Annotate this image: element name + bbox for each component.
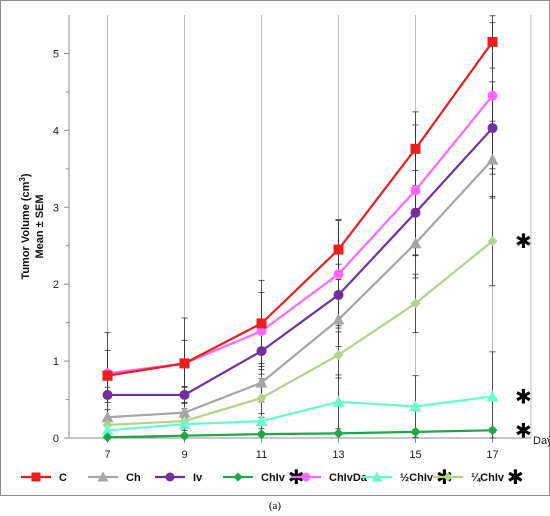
data-point-5-7 bbox=[101, 424, 114, 436]
legend-marker-3 bbox=[233, 472, 243, 482]
data-point-4-11 bbox=[256, 326, 267, 337]
y-axis-ticks: 0 1 2 3 4 5 bbox=[53, 48, 69, 445]
y-axis-title-sup: 3 bbox=[18, 177, 27, 182]
y-axis-title-suffix: ) bbox=[20, 173, 32, 177]
y-tick-label-0: 0 bbox=[53, 433, 59, 445]
asterisk-3: ✱ bbox=[515, 418, 532, 442]
data-point-0-17 bbox=[487, 36, 498, 47]
y-tick-label-2: 2 bbox=[53, 279, 59, 291]
series-line-6 bbox=[107, 240, 494, 427]
data-point-5-11 bbox=[255, 415, 268, 427]
y-axis-title: Tumor Volume (cm3)Mean ± SEM bbox=[18, 173, 47, 279]
data-point-5-13 bbox=[332, 395, 345, 407]
legend-marker-5 bbox=[371, 471, 383, 482]
legend-label-4: ChIvDa bbox=[329, 472, 368, 484]
data-point-1-7 bbox=[101, 411, 114, 423]
data-point-2-7 bbox=[102, 389, 113, 400]
x-axis-unit-label: Day bbox=[533, 435, 550, 447]
data-point-2-15 bbox=[410, 207, 421, 218]
series-line-1 bbox=[107, 158, 494, 419]
y-tick-label-4: 4 bbox=[53, 125, 59, 137]
data-point-2-9 bbox=[179, 389, 190, 400]
data-point-1-15 bbox=[409, 237, 422, 249]
series-line-4 bbox=[107, 95, 494, 375]
series-line-0 bbox=[107, 41, 494, 377]
asterisk-6: ✱ bbox=[515, 229, 532, 253]
y-axis-title-line2: Mean ± SEM bbox=[34, 194, 46, 258]
series-line-5 bbox=[107, 395, 493, 432]
legend-asterisk-6: ✱ bbox=[507, 465, 524, 489]
data-point-2-13 bbox=[333, 289, 344, 300]
legend-label-3: ChIv bbox=[261, 472, 286, 484]
data-point-3-9 bbox=[179, 430, 190, 441]
y-tick-label-1: 1 bbox=[53, 356, 59, 368]
legend-marker-6 bbox=[443, 472, 453, 482]
data-point-4-13 bbox=[333, 269, 344, 280]
legend-label-0: C bbox=[59, 472, 67, 484]
data-point-0-11 bbox=[256, 318, 267, 329]
significance-asterisks: ✱ ✱ ✱ bbox=[515, 229, 532, 442]
y-axis-title-prefix: Tumor Volume (cm bbox=[20, 181, 32, 279]
data-point-1-13 bbox=[332, 313, 345, 325]
data-point-4-15 bbox=[410, 185, 421, 196]
data-point-0-7 bbox=[102, 370, 113, 381]
asterisk-5: ✱ bbox=[515, 384, 532, 408]
data-point-0-13 bbox=[333, 244, 344, 255]
x-tick-label-17: 17 bbox=[486, 449, 498, 461]
legend-marker-2 bbox=[165, 472, 175, 482]
data-point-6-17 bbox=[487, 236, 498, 247]
data-point-6-13 bbox=[333, 349, 344, 360]
data-point-2-17 bbox=[487, 123, 498, 134]
legend-marker-1 bbox=[97, 471, 109, 482]
y-tick-label-3: 3 bbox=[53, 202, 59, 214]
data-point-5-9 bbox=[178, 418, 191, 430]
x-tick-label-9: 9 bbox=[181, 449, 187, 461]
data-point-3-13 bbox=[333, 428, 344, 439]
y-axis-title-line1: Tumor Volume (cm3) bbox=[18, 173, 33, 279]
data-point-3-11 bbox=[256, 429, 267, 440]
y-tick-label-5: 5 bbox=[53, 48, 59, 60]
data-point-6-11 bbox=[256, 393, 267, 404]
x-tick-label-15: 15 bbox=[409, 449, 421, 461]
data-point-3-7 bbox=[102, 432, 113, 443]
data-point-3-15 bbox=[410, 426, 421, 437]
data-point-1-9 bbox=[178, 406, 191, 418]
x-tick-label-11: 11 bbox=[256, 449, 267, 461]
data-point-0-15 bbox=[410, 143, 421, 154]
data-point-2-11 bbox=[256, 346, 267, 357]
figure-caption: (a) bbox=[268, 500, 282, 512]
legend-marker-4 bbox=[301, 472, 311, 482]
x-axis-ticks: 7 9 11 13 15 17 bbox=[104, 438, 499, 461]
legend-label-6: ¼ChIv bbox=[471, 472, 505, 484]
error-bars bbox=[104, 15, 496, 439]
legend-label-2: Iv bbox=[193, 472, 203, 484]
axes bbox=[68, 15, 531, 439]
series-lines bbox=[101, 36, 499, 443]
legend-label-5: ½ChIv bbox=[400, 472, 434, 484]
series-line-3 bbox=[107, 429, 493, 439]
data-point-6-15 bbox=[410, 298, 421, 309]
data-point-5-17 bbox=[486, 390, 499, 402]
data-point-1-11 bbox=[255, 376, 268, 388]
data-point-0-9 bbox=[179, 358, 190, 369]
data-point-1-17 bbox=[486, 153, 499, 165]
legend-label-1: Ch bbox=[126, 472, 141, 484]
legend-marker-0 bbox=[31, 472, 41, 482]
series-line-2 bbox=[107, 127, 494, 397]
x-tick-label-13: 13 bbox=[332, 449, 344, 461]
data-point-3-17 bbox=[487, 425, 498, 436]
data-point-4-17 bbox=[487, 90, 498, 101]
x-tick-label-7: 7 bbox=[104, 449, 110, 461]
data-point-5-15 bbox=[409, 400, 422, 412]
